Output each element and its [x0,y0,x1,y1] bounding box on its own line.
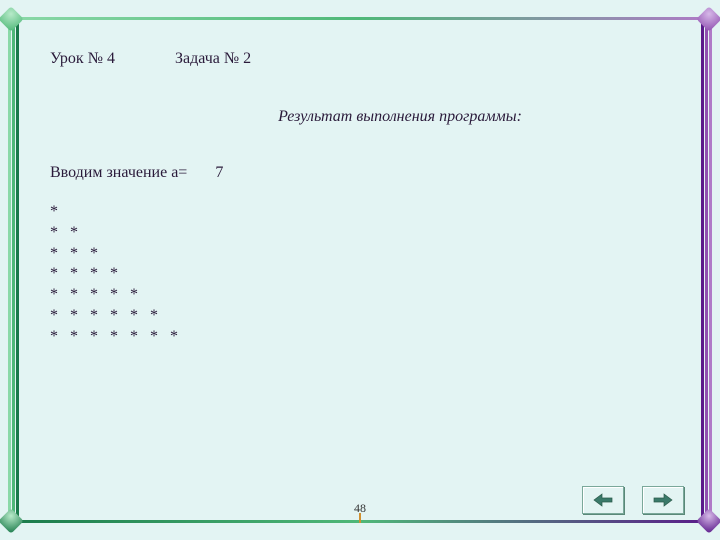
frame-border-left [12,20,15,520]
triangle-row: * * * * * [50,285,670,306]
frame-border-right [709,20,712,522]
arrow-right-icon [652,492,674,508]
triangle-row: * * [50,223,670,244]
input-value: 7 [215,164,223,182]
triangle-row: * [50,202,670,223]
prev-button[interactable] [582,486,624,514]
frame-border-right [705,20,708,520]
input-label: Вводим значение a= [50,164,187,181]
result-title: Результат выполнения программы: [50,108,670,126]
task-label: Задача № 2 [175,50,251,68]
nav-controls [582,486,684,514]
triangle-row: * * * * [50,264,670,285]
frame-border-left [16,20,19,518]
corner-ornament [0,6,24,31]
bottom-accent [359,513,361,523]
triangle-row: * * * * * * * [50,327,670,348]
triangle-row: * * * * * * [50,306,670,327]
frame-border-right [701,20,704,518]
lesson-label: Урок № 4 [50,50,115,68]
next-button[interactable] [642,486,684,514]
frame-border-top [8,17,712,20]
arrow-left-icon [592,492,614,508]
output-triangle: * * * * * * * * * * * * * * * * * * * * … [50,202,670,348]
frame-border-left [8,20,11,522]
input-line: Вводим значение a= 7 [50,164,670,182]
triangle-row: * * * [50,244,670,265]
header-row: Урок № 4 Задача № 2 [50,50,670,68]
corner-ornament [696,6,720,31]
slide-content: Урок № 4 Задача № 2 Результат выполнения… [50,50,670,480]
